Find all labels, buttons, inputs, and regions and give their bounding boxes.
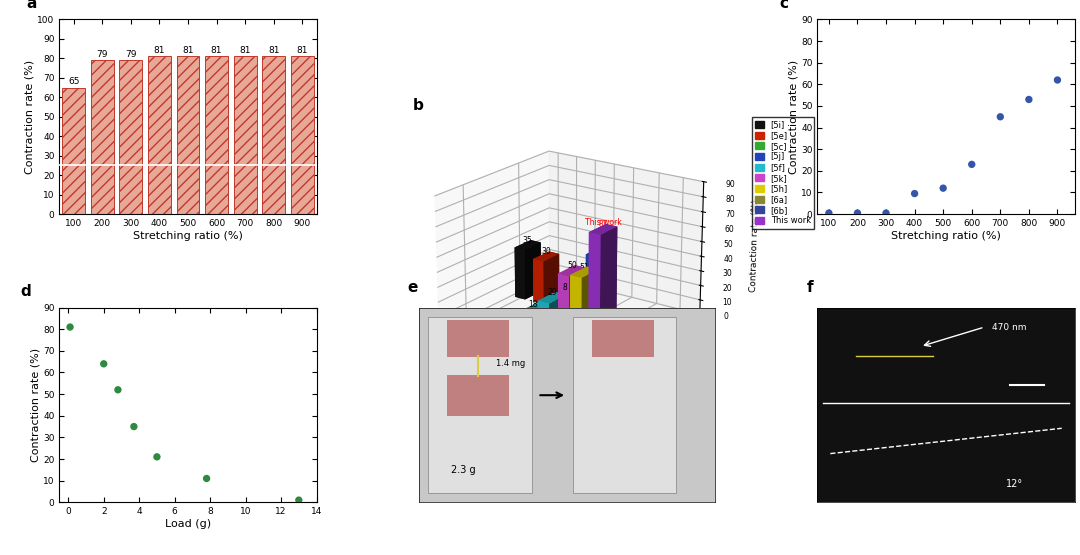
Bar [120, 60, 143, 214]
X-axis label: Publication (Year): Publication (Year) [443, 395, 521, 426]
Point [109, 385, 126, 394]
Y-axis label: Contraction rate (%): Contraction rate (%) [25, 60, 35, 174]
X-axis label: Stretching ratio (%): Stretching ratio (%) [891, 231, 1001, 241]
Text: 81: 81 [153, 46, 165, 55]
FancyBboxPatch shape [572, 317, 676, 492]
Text: 81: 81 [240, 46, 251, 55]
Point [148, 452, 165, 461]
Point [125, 422, 143, 431]
Bar [63, 88, 85, 214]
Point [198, 474, 215, 483]
Text: e: e [407, 280, 418, 295]
FancyBboxPatch shape [823, 407, 1069, 500]
Bar [205, 57, 228, 214]
Text: 79: 79 [96, 50, 108, 59]
Text: 81: 81 [297, 46, 308, 55]
Point [877, 209, 894, 218]
Text: b: b [414, 98, 424, 113]
Bar [148, 57, 171, 214]
FancyBboxPatch shape [447, 320, 510, 357]
Bar [291, 57, 313, 214]
Text: 81: 81 [211, 46, 222, 55]
Text: 79: 79 [125, 50, 136, 59]
Text: f: f [807, 280, 814, 295]
FancyBboxPatch shape [823, 314, 1069, 401]
Text: 470 nm: 470 nm [993, 322, 1027, 331]
Bar [91, 60, 113, 214]
Bar [176, 57, 200, 214]
Text: 12°: 12° [1007, 479, 1023, 489]
Y-axis label: Contraction rate (%): Contraction rate (%) [30, 348, 40, 462]
FancyBboxPatch shape [428, 317, 531, 492]
FancyBboxPatch shape [447, 375, 510, 416]
Y-axis label: Contraction rate (%): Contraction rate (%) [788, 60, 798, 174]
Text: d: d [21, 284, 31, 299]
Point [991, 112, 1009, 121]
X-axis label: Stretching ratio (%): Stretching ratio (%) [133, 231, 243, 241]
Text: c: c [779, 0, 788, 11]
Text: 81: 81 [183, 46, 193, 55]
Point [1049, 75, 1066, 84]
Point [934, 184, 951, 193]
Bar [233, 57, 257, 214]
Point [95, 360, 112, 369]
Text: 2.3 g: 2.3 g [451, 465, 476, 475]
Point [963, 160, 981, 169]
Point [291, 496, 308, 504]
Point [1021, 95, 1038, 104]
Legend: [5i], [5e], [5c], [5j], [5f], [5k], [5h], [6a], [6b], This work: [5i], [5e], [5c], [5j], [5f], [5k], [5h]… [752, 117, 814, 229]
Text: 65: 65 [68, 77, 80, 86]
Point [849, 209, 866, 218]
Text: 1.4 mg: 1.4 mg [496, 359, 525, 368]
Point [820, 209, 837, 218]
Bar [262, 57, 285, 214]
FancyBboxPatch shape [592, 320, 654, 357]
Point [62, 322, 79, 331]
Text: a: a [26, 0, 37, 11]
Point [906, 189, 923, 198]
X-axis label: Load (g): Load (g) [165, 519, 211, 529]
Text: 81: 81 [268, 46, 280, 55]
